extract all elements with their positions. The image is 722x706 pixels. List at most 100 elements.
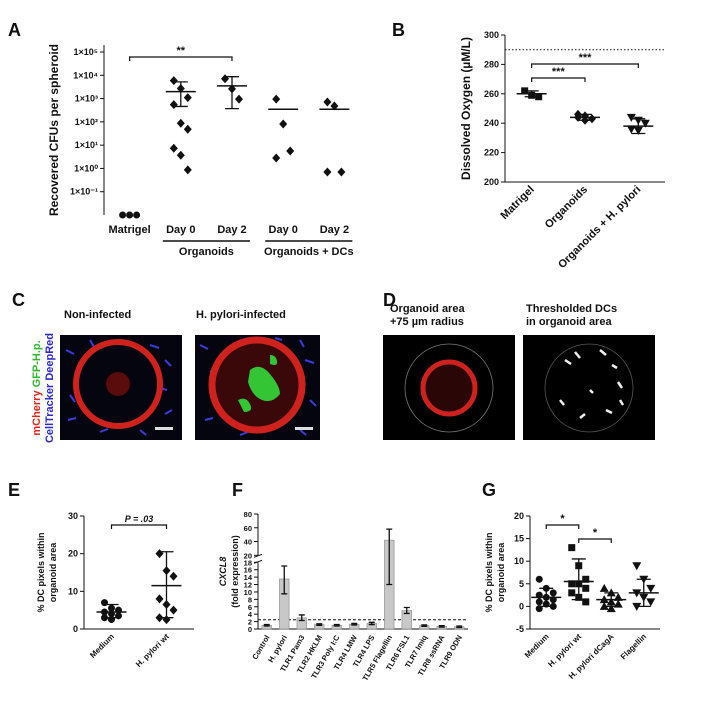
y-tick-label: 1×10³ (75, 94, 98, 104)
y-tick-label: 2 (248, 618, 252, 627)
y-axis-label: Dissolved Oxygen (µM/L) (459, 37, 473, 180)
y-tick-label: 10 (244, 588, 252, 597)
organoid-core (106, 372, 130, 396)
significance-label: * (593, 527, 598, 539)
x-tick-label: Matrigel (109, 224, 151, 236)
significance-bracket (129, 56, 233, 61)
scale-bar (155, 427, 173, 430)
error-bar (316, 623, 323, 626)
data-point (582, 575, 590, 583)
error-bar (421, 624, 428, 628)
data-point (323, 97, 332, 107)
group-label: Organoids (179, 246, 234, 258)
x-tick-label: H. pylori wt (134, 632, 171, 669)
channel-legend: mCherry GFP-H.p. (31, 340, 43, 435)
y-tick-label: 260 (484, 89, 499, 99)
y-tick-label: 200 (484, 177, 499, 187)
group-label: Organoids + DCs (264, 246, 354, 258)
y-tick-label: 20 (68, 549, 78, 559)
y-tick-label: 8 (248, 595, 252, 604)
data-point (646, 584, 656, 593)
error-bar (263, 623, 270, 627)
y-tick-label: 1×10⁴ (73, 70, 98, 80)
data-point (119, 211, 127, 219)
data-point (183, 93, 192, 103)
data-point (588, 114, 596, 124)
channel-label: mCherry (31, 390, 43, 436)
error-bar (333, 623, 340, 627)
data-point (568, 589, 576, 597)
x-tick-label: Flagellin (619, 632, 648, 661)
y-tick-label: 10 (514, 556, 524, 566)
error-bar (438, 625, 445, 628)
data-point (568, 580, 576, 588)
x-tick-label: Medium (88, 632, 116, 660)
data-point (613, 599, 623, 608)
panel-letter: B (392, 20, 405, 40)
thresholded-dcs (559, 349, 625, 419)
data-point (323, 167, 332, 177)
y-axis-label: (fold expression) (230, 535, 240, 608)
y-tick-label: 6 (248, 603, 252, 612)
significance-bracket (545, 524, 580, 529)
data-point (169, 605, 178, 615)
y-tick-label: 1×10⁻¹ (70, 187, 98, 197)
x-tick-label: Day 0 (269, 224, 298, 236)
image-title: Thresholded DCs (526, 303, 617, 315)
y-tick-label: 60 (244, 524, 252, 533)
y-tick-label: 30 (68, 511, 78, 521)
organoid (420, 359, 478, 417)
y-tick-label: 18 (244, 558, 252, 567)
error-bar (456, 625, 463, 629)
data-point (155, 549, 164, 559)
data-point (183, 124, 192, 134)
image-title: in organoid area (526, 316, 612, 328)
y-tick-label: 1×10² (75, 117, 98, 127)
y-tick-label: -5 (516, 624, 524, 634)
x-tick-label: Day 0 (166, 224, 195, 236)
data-point (582, 584, 590, 592)
data-point (126, 211, 134, 219)
error-bar (403, 606, 410, 615)
micrograph (523, 335, 655, 440)
x-tick-label: Day 2 (217, 224, 246, 236)
h-pylori (248, 366, 280, 402)
significance-bracket (110, 524, 168, 529)
data-point (286, 146, 295, 156)
error-bar (524, 90, 539, 98)
data-point (176, 118, 185, 128)
error-bar (225, 76, 239, 110)
y-tick-label: 80 (244, 510, 252, 519)
y-tick-label: 240 (484, 118, 499, 128)
significance-bracket (531, 77, 586, 82)
data-point (169, 571, 178, 581)
error-bar (578, 113, 592, 121)
error-bar (539, 587, 554, 608)
channel-legend: CellTracker DeepRed (44, 333, 56, 443)
data-point (176, 150, 185, 160)
data-point (626, 113, 636, 122)
y-tick-label: 20 (514, 511, 524, 521)
significance-label: *** (579, 52, 593, 64)
data-point (613, 592, 623, 601)
error-bar (281, 565, 288, 595)
data-point (549, 589, 557, 597)
y-axis-label: Recovered CFUs per spheroid (47, 44, 61, 216)
data-point (221, 74, 229, 84)
error-bar (636, 578, 651, 608)
error-bar (386, 528, 393, 586)
data-point (606, 604, 616, 613)
significance-label: *** (552, 66, 566, 78)
data-point (133, 211, 141, 219)
y-tick-label: 1×10⁵ (74, 47, 99, 57)
y-tick-label: 5 (519, 579, 524, 589)
significance-label: P = .03 (125, 514, 153, 524)
y-tick-label: 0 (248, 625, 252, 634)
data-point (535, 598, 543, 606)
data-point (235, 94, 243, 104)
data-point (582, 598, 590, 606)
data-point (272, 94, 281, 104)
y-tick-label: 300 (484, 30, 499, 40)
significance-bracket (531, 63, 639, 68)
